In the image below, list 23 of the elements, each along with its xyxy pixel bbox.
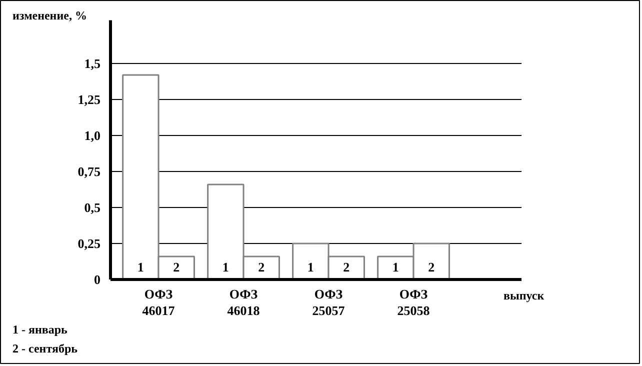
text: 1 xyxy=(307,260,314,274)
y-tick-label: 0 xyxy=(94,272,100,287)
y-tick-label: 1,25 xyxy=(78,92,101,107)
y-tick-label: 1,5 xyxy=(84,56,101,71)
x-tick-label: ОФЗ 46018 xyxy=(227,286,260,318)
text: 1 xyxy=(137,260,144,274)
y-tick-label: 0,75 xyxy=(78,164,101,179)
text: 2 - сентябрь xyxy=(12,342,78,356)
y-tick-label: 0,25 xyxy=(78,236,101,251)
text: 1 xyxy=(222,260,229,274)
series-label: 2 xyxy=(173,260,180,274)
text: 1 - январь xyxy=(12,322,68,336)
text: 2 xyxy=(343,260,350,274)
series-label: 1 xyxy=(392,260,399,274)
x-tick-label: ОФЗ 46017 xyxy=(142,286,176,318)
y-tick-label: 0,5 xyxy=(84,200,101,215)
text: 2 xyxy=(428,260,435,274)
text: 2 xyxy=(258,260,265,274)
x-tick-label: ОФЗ 25057 xyxy=(312,286,346,318)
x-tick-label: ОФЗ 25058 xyxy=(397,286,430,318)
x-axis-title: выпуск xyxy=(504,288,544,302)
y-tick-label: 1,0 xyxy=(84,128,100,143)
y-axis-title: изменение, % xyxy=(12,8,87,22)
